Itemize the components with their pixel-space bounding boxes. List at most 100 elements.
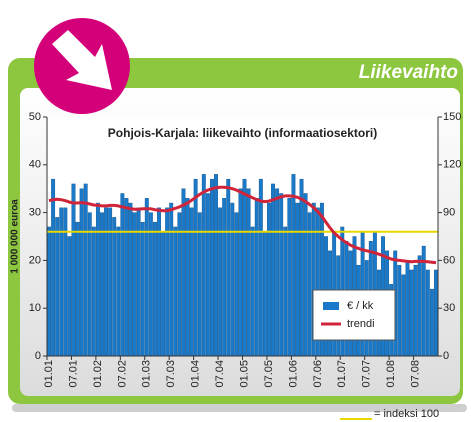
y2-tick-label: 120: [443, 159, 461, 171]
bar: [144, 198, 149, 357]
bar: [234, 212, 239, 357]
bar: [83, 183, 88, 357]
bar: [161, 231, 166, 357]
y-tick-label: 40: [29, 159, 41, 171]
bar: [95, 202, 100, 357]
bar: [275, 188, 280, 357]
bar: [55, 217, 60, 357]
x-tick-label: 01.04: [190, 360, 202, 388]
bar: [401, 274, 406, 357]
chart: 0 10 20 30 40 50 0 30 60 90 120 150 01.01 07.01 01.02 0…: [10, 111, 461, 420]
bar: [189, 207, 194, 357]
legend-label: trendi: [347, 318, 375, 330]
bar: [262, 231, 267, 357]
bar: [222, 198, 227, 357]
x-tick-label: 07.02: [116, 360, 128, 388]
bar: [75, 221, 80, 357]
bar: [59, 207, 64, 357]
bar: [405, 260, 410, 357]
header-title: Liikevaihto: [359, 62, 458, 83]
bar: [152, 221, 157, 357]
y-tick-label: 0: [35, 350, 41, 362]
bar: [238, 188, 243, 357]
y-tick-label: 50: [29, 111, 41, 123]
bar: [181, 188, 186, 357]
bar: [79, 188, 84, 357]
bar: [91, 226, 96, 357]
bar: [246, 188, 251, 357]
legend-label: € / kk: [347, 300, 374, 312]
bar: [434, 269, 438, 357]
y-tick-label: 10: [29, 302, 41, 314]
bar: [307, 212, 312, 357]
bar: [128, 202, 133, 357]
bar: [295, 202, 300, 357]
bar: [201, 174, 206, 357]
x-tick-label: 07.04: [214, 360, 226, 388]
bar: [409, 269, 414, 357]
bar: [108, 207, 113, 357]
legend-swatch: [323, 302, 339, 310]
bar: [132, 212, 137, 357]
bar: [116, 226, 121, 357]
bar: [205, 193, 210, 357]
bar: [169, 202, 174, 357]
bar: [258, 178, 263, 357]
bar: [279, 193, 284, 357]
bar: [173, 226, 178, 357]
legend-box: [312, 289, 396, 341]
x-tick-label: 07.01: [67, 360, 79, 388]
bar: [197, 212, 202, 357]
bar: [210, 178, 214, 357]
trend-line: [48, 185, 437, 265]
x-tick-label: 07.08: [410, 360, 422, 388]
bar: [140, 221, 145, 357]
bar: [271, 183, 275, 357]
bar: [157, 207, 161, 357]
bar: [87, 212, 92, 357]
x-tick-label: 01.02: [92, 360, 104, 388]
bar: [267, 202, 271, 357]
bar: [63, 207, 68, 357]
bar: [136, 207, 141, 357]
y2-tick-label: 150: [443, 111, 461, 123]
x-tick-label: 01.07: [336, 360, 348, 388]
bar: [230, 202, 235, 357]
bar: [148, 212, 153, 357]
bar: [47, 226, 51, 357]
x-tick-label: 01.06: [287, 360, 299, 388]
bar: [112, 217, 117, 357]
bar: [165, 207, 170, 357]
x-tick-label: 01.08: [385, 360, 397, 388]
bar: [303, 193, 308, 357]
bar: [299, 178, 304, 357]
reference-legend-label: = indeksi 100: [374, 408, 439, 420]
bar: [397, 264, 402, 357]
y2-tick-label: 0: [443, 350, 449, 362]
bar: [120, 193, 125, 357]
bar: [193, 178, 198, 357]
bar: [250, 226, 255, 357]
bar: [291, 174, 296, 357]
x-tick-label: 01.05: [238, 360, 250, 388]
bar: [283, 226, 288, 357]
y2-tick-label: 30: [443, 302, 455, 314]
arrow-icon: [52, 30, 112, 90]
x-tick-label: 07.07: [361, 360, 373, 388]
bar: [254, 198, 259, 357]
x-tick-label: 01.03: [141, 360, 153, 388]
y-tick-label: 20: [29, 254, 41, 266]
bar: [417, 255, 422, 357]
x-tick-label: 07.03: [165, 360, 177, 388]
bar: [124, 198, 129, 357]
bar: [226, 178, 231, 357]
frame-shadow: [12, 404, 467, 412]
x-tick-label: 01.01: [43, 360, 55, 388]
y2-tick-label: 60: [443, 254, 455, 266]
bar: [185, 198, 190, 357]
bar: [51, 178, 56, 357]
y-tick-label: 30: [29, 207, 41, 219]
bar: [287, 198, 292, 357]
bar: [67, 236, 72, 357]
